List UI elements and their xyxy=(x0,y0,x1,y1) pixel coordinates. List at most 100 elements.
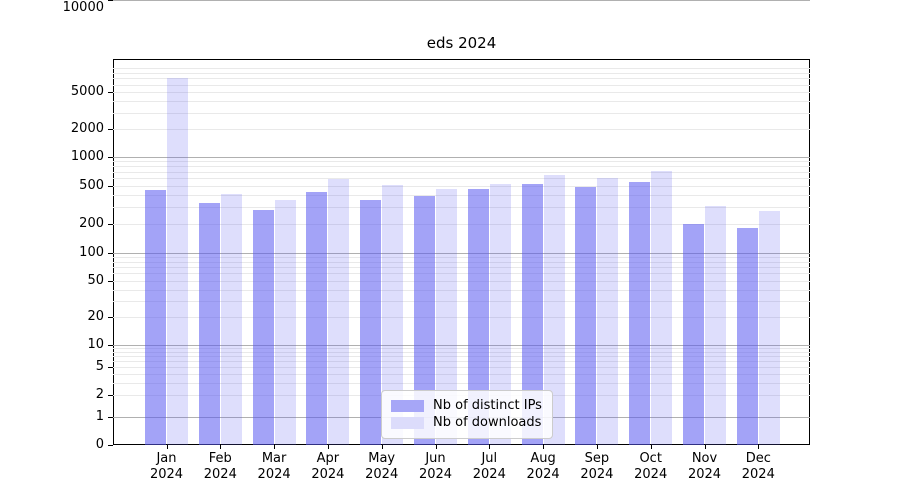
minor-gridline xyxy=(113,129,810,130)
y-tick-label: 0 xyxy=(95,437,104,452)
minor-gridline xyxy=(113,280,810,282)
legend-swatch-downloads-icon xyxy=(391,416,424,429)
bar-downloads-aug xyxy=(543,175,565,445)
minor-gridline xyxy=(113,101,810,102)
minor-gridline xyxy=(113,68,810,70)
y-tick-label: 500 xyxy=(79,177,104,193)
minor-gridline xyxy=(113,373,810,375)
minor-gridline xyxy=(113,161,810,163)
y-axis-tick xyxy=(108,280,113,282)
y-tick-label: 20 xyxy=(87,309,104,325)
minor-gridline xyxy=(113,112,810,114)
y-axis-tick xyxy=(108,129,113,130)
minor-gridline xyxy=(113,84,810,86)
x-tick-label: May 2024 xyxy=(365,451,399,482)
bar-distinct-ips-jan xyxy=(145,190,166,445)
bar-downloads-mar xyxy=(274,200,296,445)
x-tick-label: Oct 2024 xyxy=(634,451,668,482)
y-axis-tick xyxy=(108,445,113,446)
bar-distinct-ips-may xyxy=(360,200,382,445)
major-gridline xyxy=(113,345,810,346)
bar-downloads-jul xyxy=(489,183,511,445)
bar-downloads-may xyxy=(382,185,404,445)
bar-downloads-sep xyxy=(597,178,619,445)
legend-label-distinct-ips: Nb of distinct IPs xyxy=(433,398,542,413)
bar-distinct-ips-oct xyxy=(629,181,651,445)
y-tick-label: 5 xyxy=(95,358,104,374)
x-axis-tick xyxy=(704,445,706,449)
x-tick-label: Aug 2024 xyxy=(526,451,560,482)
y-tick-label: 50 xyxy=(87,272,104,288)
bar-distinct-ips-apr xyxy=(306,191,328,445)
minor-gridline xyxy=(113,207,810,209)
legend-item-downloads: Nb of downloads xyxy=(391,415,542,430)
minor-gridline xyxy=(113,195,810,197)
minor-gridline xyxy=(113,273,810,275)
x-tick-label: Mar 2024 xyxy=(257,451,291,482)
bar-distinct-ips-jun xyxy=(414,195,435,445)
x-axis-tick xyxy=(758,445,760,449)
x-tick-label: Jul 2024 xyxy=(472,451,506,482)
bar-downloads-feb xyxy=(220,194,242,445)
y-tick-label: 2 xyxy=(95,387,104,403)
minor-gridline xyxy=(113,317,810,319)
minor-gridline xyxy=(113,366,810,368)
x-tick-label: Nov 2024 xyxy=(687,451,722,482)
bar-downloads-nov xyxy=(705,205,726,445)
major-gridline xyxy=(113,0,810,1)
x-tick-label: Sep 2024 xyxy=(580,451,614,482)
x-axis-tick xyxy=(166,445,168,449)
y-tick-label: 5000 xyxy=(70,84,104,99)
minor-gridline xyxy=(113,92,810,93)
legend-item-distinct-ips: Nb of distinct IPs xyxy=(391,398,542,413)
minor-gridline xyxy=(113,171,810,173)
minor-gridline xyxy=(113,289,810,291)
y-axis-tick xyxy=(108,224,113,226)
bar-distinct-ips-mar xyxy=(252,210,274,445)
y-axis-tick xyxy=(108,157,113,158)
bar-distinct-ips-jul xyxy=(467,189,489,445)
minor-gridline xyxy=(113,361,810,362)
legend-label-downloads: Nb of downloads xyxy=(433,415,542,430)
x-tick-label: Jan 2024 xyxy=(149,451,184,482)
x-axis-tick xyxy=(220,445,222,449)
bar-downloads-oct xyxy=(651,171,673,445)
legend: Nb of distinct IPs Nb of downloads xyxy=(381,390,553,439)
y-axis-tick xyxy=(108,185,113,187)
plot-frame xyxy=(113,59,810,445)
y-axis-tick xyxy=(108,317,113,319)
y-tick-label: 1 xyxy=(95,409,104,424)
y-tick-label: 2000 xyxy=(70,121,104,136)
minor-gridline xyxy=(113,178,810,180)
y-axis-tick xyxy=(108,92,113,93)
bar-downloads-apr xyxy=(328,179,350,445)
y-tick-label: 10000 xyxy=(62,0,104,15)
y-axis-tick xyxy=(108,0,113,1)
y-axis-tick xyxy=(108,345,113,346)
bar-distinct-ips-feb xyxy=(198,203,220,445)
minor-gridline xyxy=(113,267,810,269)
bar-downloads-dec xyxy=(758,210,780,445)
minor-gridline xyxy=(113,382,810,384)
bar-downloads-jan xyxy=(167,77,188,445)
x-tick-label: Feb 2024 xyxy=(203,451,237,482)
minor-gridline xyxy=(113,185,810,187)
major-gridline xyxy=(113,157,810,158)
y-axis-tick xyxy=(108,253,113,254)
x-axis-tick xyxy=(327,445,329,449)
y-tick-label: 100 xyxy=(79,245,104,260)
legend-swatch-distinct-ips-icon xyxy=(391,399,424,412)
x-axis-tick xyxy=(596,445,598,449)
minor-gridline xyxy=(113,356,810,358)
bar-distinct-ips-sep xyxy=(575,186,597,445)
y-tick-label: 200 xyxy=(79,216,104,232)
chart-title: eds 2024 xyxy=(426,34,497,52)
y-tick-label: 1000 xyxy=(70,149,104,164)
y-axis-tick xyxy=(108,395,113,397)
minor-gridline xyxy=(113,166,810,168)
bar-distinct-ips-aug xyxy=(521,183,543,445)
minor-gridline xyxy=(113,224,810,226)
minor-gridline xyxy=(113,73,810,74)
bar-downloads-jun xyxy=(436,189,457,445)
x-axis-tick xyxy=(489,445,491,449)
